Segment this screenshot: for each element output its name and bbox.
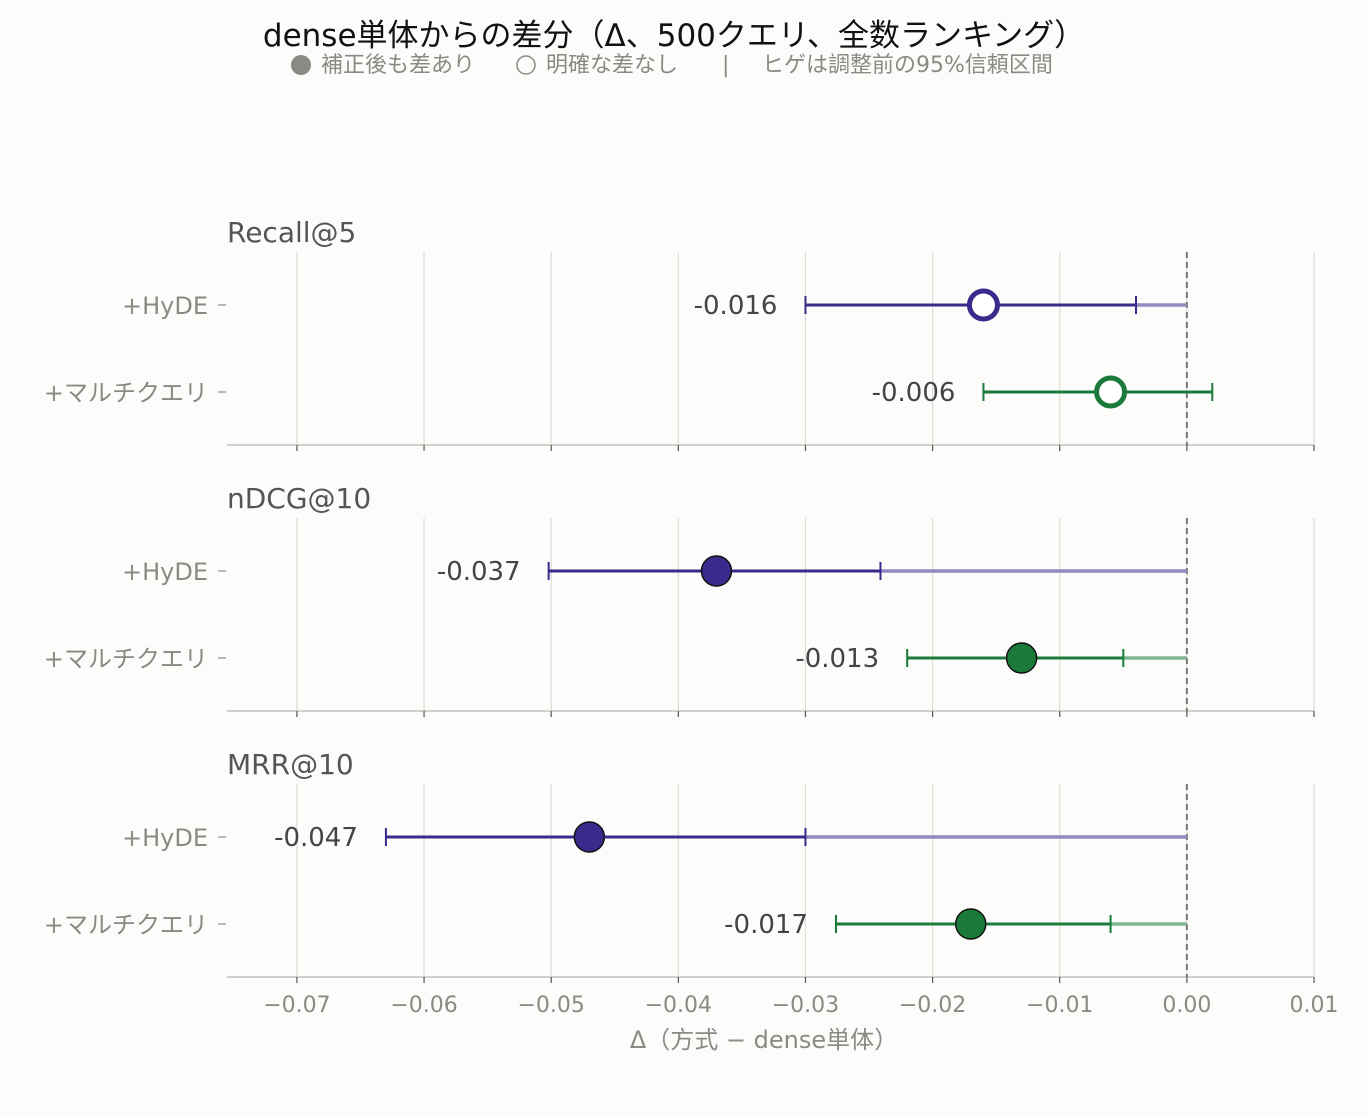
point-estimate-filled [954,908,987,940]
panels: Recall@5 +HyDE -0.016 +マルチクエリ -0.006 nDCG@10 +… [44,216,1315,983]
legend-marker-not-significant [516,55,536,75]
estimate-row: +HyDE -0.047 [122,821,1187,853]
row-label: +HyDE [122,558,208,586]
value-label: -0.016 [694,291,778,321]
estimate-row: +HyDE -0.037 [122,555,1187,587]
estimate-row: +マルチクエリ -0.006 [44,375,1214,409]
point-estimate-hollow [1094,375,1128,409]
value-label: -0.037 [437,557,521,587]
x-tick-label: −0.02 [899,993,966,1018]
x-tick-label: −0.07 [263,993,330,1018]
panel-title: Recall@5 [227,216,356,249]
legend-label-not-significant: 明確な差なし [546,53,678,78]
x-tick-label: −0.05 [517,993,584,1018]
value-label: -0.013 [795,644,879,674]
value-label: -0.017 [724,910,808,940]
panel-title: MRR@10 [227,748,354,781]
x-tick-label: −0.06 [390,993,457,1018]
point-estimate-filled [700,555,733,587]
row-label: +HyDE [122,824,208,852]
x-tick-label: −0.01 [1026,993,1093,1018]
value-label: -0.047 [274,823,358,853]
row-label: +マルチクエリ [44,911,208,939]
row-label: +マルチクエリ [44,379,208,407]
panel: nDCG@10 +HyDE -0.037 +マルチクエリ -0.013 [44,482,1315,717]
point-estimate-filled [573,821,606,853]
x-axis: −0.07 −0.06 −0.05 −0.04 −0.03 −0.02 −0.01 0.00 0… [263,993,1338,1018]
x-tick-label: −0.04 [645,993,712,1018]
estimate-row: +マルチクエリ -0.013 [44,642,1187,674]
panel-title: nDCG@10 [227,482,371,515]
x-axis-label: Δ（方式 − dense単体） [630,1026,898,1054]
legend-note: ヒゲは調整前の95%信頼区間 [762,53,1053,78]
x-tick-label: −0.03 [772,993,839,1018]
chart-title: dense単体からの差分（Δ、500クエリ、全数ランキング） [263,18,1085,54]
row-label: +HyDE [122,292,208,320]
panel: Recall@5 +HyDE -0.016 +マルチクエリ -0.006 [44,216,1315,451]
panel: MRR@10 +HyDE -0.047 +マルチクエリ -0.017 [44,748,1315,983]
legend-marker-significant [291,55,311,75]
legend: 補正後も差あり 明確な差なし | ヒゲは調整前の95%信頼区間 [291,53,1053,78]
estimate-row: +HyDE -0.016 [122,288,1187,322]
x-tick-label: 0.01 [1290,993,1339,1018]
value-label: -0.006 [872,378,956,408]
x-tick-label: 0.00 [1162,993,1211,1018]
point-estimate-hollow [966,288,1000,322]
point-estimate-filled [1005,642,1038,674]
row-label: +マルチクエリ [44,645,208,673]
legend-label-significant: 補正後も差あり [321,53,475,78]
legend-separator: | [722,53,729,78]
estimate-row: +マルチクエリ -0.017 [44,908,1187,940]
